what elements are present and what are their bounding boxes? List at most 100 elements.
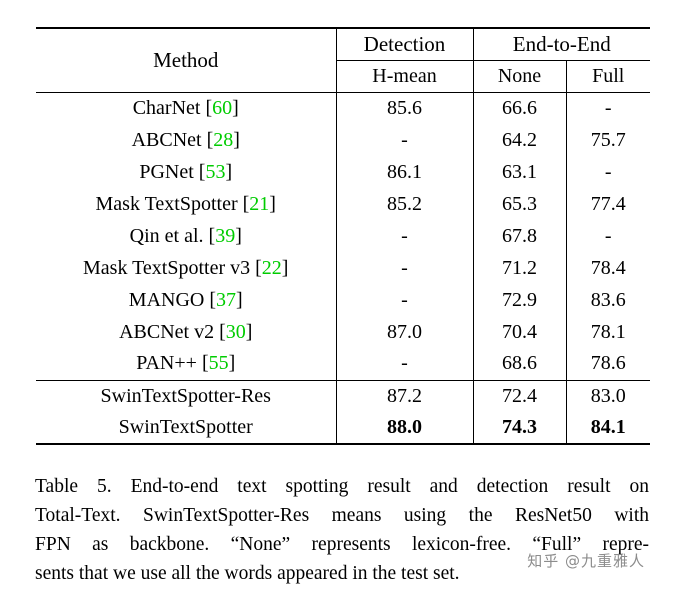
table-row: SwinTextSpotter-Res 87.2 72.4 83.0 [36, 379, 650, 412]
method-name: SwinTextSpotter-Res [100, 384, 271, 407]
table-row: CharNet [60] 85.6 66.6- [36, 92, 650, 124]
method-name: Mask TextSpotter v3 [83, 256, 251, 279]
hmean-cell: 87.2 [336, 379, 474, 412]
none-cell: 67.8 [473, 220, 567, 252]
hmean-cell: 87.0 [336, 316, 474, 348]
citation-number: 28 [213, 128, 234, 151]
col-header-method: Method [36, 28, 337, 93]
full-cell: 78.6 [590, 352, 626, 375]
hmean-cell: 88.0 [336, 412, 474, 444]
none-cell: 74.3 [473, 412, 567, 444]
method-name: ABCNet [131, 128, 202, 151]
citation-number: 60 [212, 96, 233, 119]
citation-number: 53 [205, 160, 226, 183]
full-cell: 83.0 [566, 379, 650, 412]
table-caption: Table 5. End-to-end text spotting result… [35, 472, 649, 588]
full-cell: 75.7 [590, 128, 626, 151]
citation-number: 55 [208, 352, 229, 375]
citation-ref: [22] [250, 256, 289, 279]
citation-ref: [30] [214, 320, 253, 343]
citation-ref: [39] [203, 224, 242, 247]
col-group-end-to-end: End-to-End [473, 28, 650, 61]
citation-number: 22 [261, 256, 282, 279]
caption-line: Table 5. End-to-end text spotting result… [35, 476, 649, 497]
method-cell: MANGO [37] [36, 284, 337, 316]
citation-ref: [28] [201, 128, 240, 151]
none-cell: 72.9 [473, 284, 567, 316]
full-cell: - [604, 96, 612, 119]
table-header: Method Detection End-to-End H-mean None … [36, 28, 650, 93]
none-cell: 70.4 [473, 316, 567, 348]
hmean-cell: - [336, 348, 474, 380]
col-header-full: Full [566, 60, 650, 93]
method-cell: SwinTextSpotter-Res [36, 379, 337, 412]
col-header-none: None [473, 60, 567, 93]
method-name: Mask TextSpotter [95, 192, 238, 215]
method-cell: CharNet [60] [36, 92, 337, 124]
method-name: CharNet [132, 96, 201, 119]
citation-ref: [37] [204, 288, 243, 311]
full-cell: 84.1 [590, 416, 626, 438]
table-row: MANGO [37] -72.9 83.6 [36, 284, 650, 316]
full-cell: 83.6 [590, 288, 626, 311]
hmean-cell: - [336, 124, 474, 156]
citation-ref: [60] [200, 96, 239, 119]
none-cell: 65.3 [473, 188, 567, 220]
method-cell: ABCNet v2 [30] [36, 316, 337, 348]
table-row: PGNet [53] 86.1 63.1- [36, 156, 650, 188]
method-cell: Qin et al. [39] [36, 220, 337, 252]
table-row: ABCNet [28] -64.2 75.7 [36, 124, 650, 156]
full-cell: - [604, 224, 612, 247]
table-row: PAN++ [55] -68.6 78.6 [36, 348, 650, 380]
hmean-cell: 86.1 [336, 156, 474, 188]
none-cell: 68.6 [473, 348, 567, 380]
method-name: PGNet [139, 160, 194, 183]
watermark: 知乎 @九重雅人 [527, 552, 645, 570]
method-name: MANGO [128, 288, 205, 311]
citation-ref: [55] [196, 352, 236, 375]
citation-number: 30 [225, 320, 246, 343]
method-name: PAN++ [136, 352, 197, 375]
hmean-cell: - [336, 284, 474, 316]
full-cell: - [604, 160, 612, 183]
none-cell: 71.2 [473, 252, 567, 284]
method-cell: Mask TextSpotter [21] [36, 188, 337, 220]
full-cell: 77.4 [590, 192, 626, 215]
hmean-cell: - [336, 220, 474, 252]
table-body: CharNet [60] 85.6 66.6- ABCNet [28] -64.2 75.… [36, 92, 650, 444]
method-name: Qin et al. [129, 224, 204, 247]
none-cell: 66.6 [473, 92, 567, 124]
results-table: Method Detection End-to-End H-mean None … [36, 27, 650, 445]
hmean-cell: - [336, 252, 474, 284]
none-cell: 72.4 [473, 379, 567, 412]
citation-number: 21 [249, 192, 270, 215]
full-cell: 78.4 [590, 256, 626, 279]
table-row: Qin et al. [39] -67.8- [36, 220, 650, 252]
caption-line: Total-Text. SwinTextSpotter-Res means us… [35, 505, 649, 526]
method-cell: SwinTextSpotter [36, 412, 337, 444]
method-name: SwinTextSpotter [118, 416, 253, 438]
header-row-groups: Method Detection End-to-End [36, 28, 650, 93]
caption-line: FPN as backbone. “None” represents lexic… [35, 534, 649, 555]
method-cell: PGNet [53] [36, 156, 337, 188]
hmean-cell: 85.2 [336, 188, 474, 220]
method-cell: Mask TextSpotter v3 [22] [36, 252, 337, 284]
citation-number: 37 [216, 288, 237, 311]
table-row: Mask TextSpotter [21] 85.2 65.3 77.4 [36, 188, 650, 220]
method-cell: PAN++ [55] [36, 348, 337, 380]
method-name: ABCNet v2 [119, 320, 215, 343]
citation-ref: [21] [237, 192, 276, 215]
none-cell: 64.2 [473, 124, 567, 156]
col-group-detection: Detection [336, 28, 474, 61]
method-cell: ABCNet [28] [36, 124, 337, 156]
table-row: ABCNet v2 [30] 87.0 70.4 78.1 [36, 316, 650, 348]
caption-line: sents that we use all the words appeared… [35, 563, 460, 584]
hmean-cell: 85.6 [336, 92, 474, 124]
table-row: Mask TextSpotter v3 [22] -71.2 78.4 [36, 252, 650, 284]
table-row: SwinTextSpotter 88.0 74.3 84.1 [36, 412, 650, 444]
citation-number: 39 [215, 224, 236, 247]
none-cell: 63.1 [473, 156, 567, 188]
citation-ref: [53] [193, 160, 233, 183]
col-header-hmean: H-mean [336, 60, 474, 93]
header-row-subcolumns: H-mean None Full [36, 60, 650, 93]
